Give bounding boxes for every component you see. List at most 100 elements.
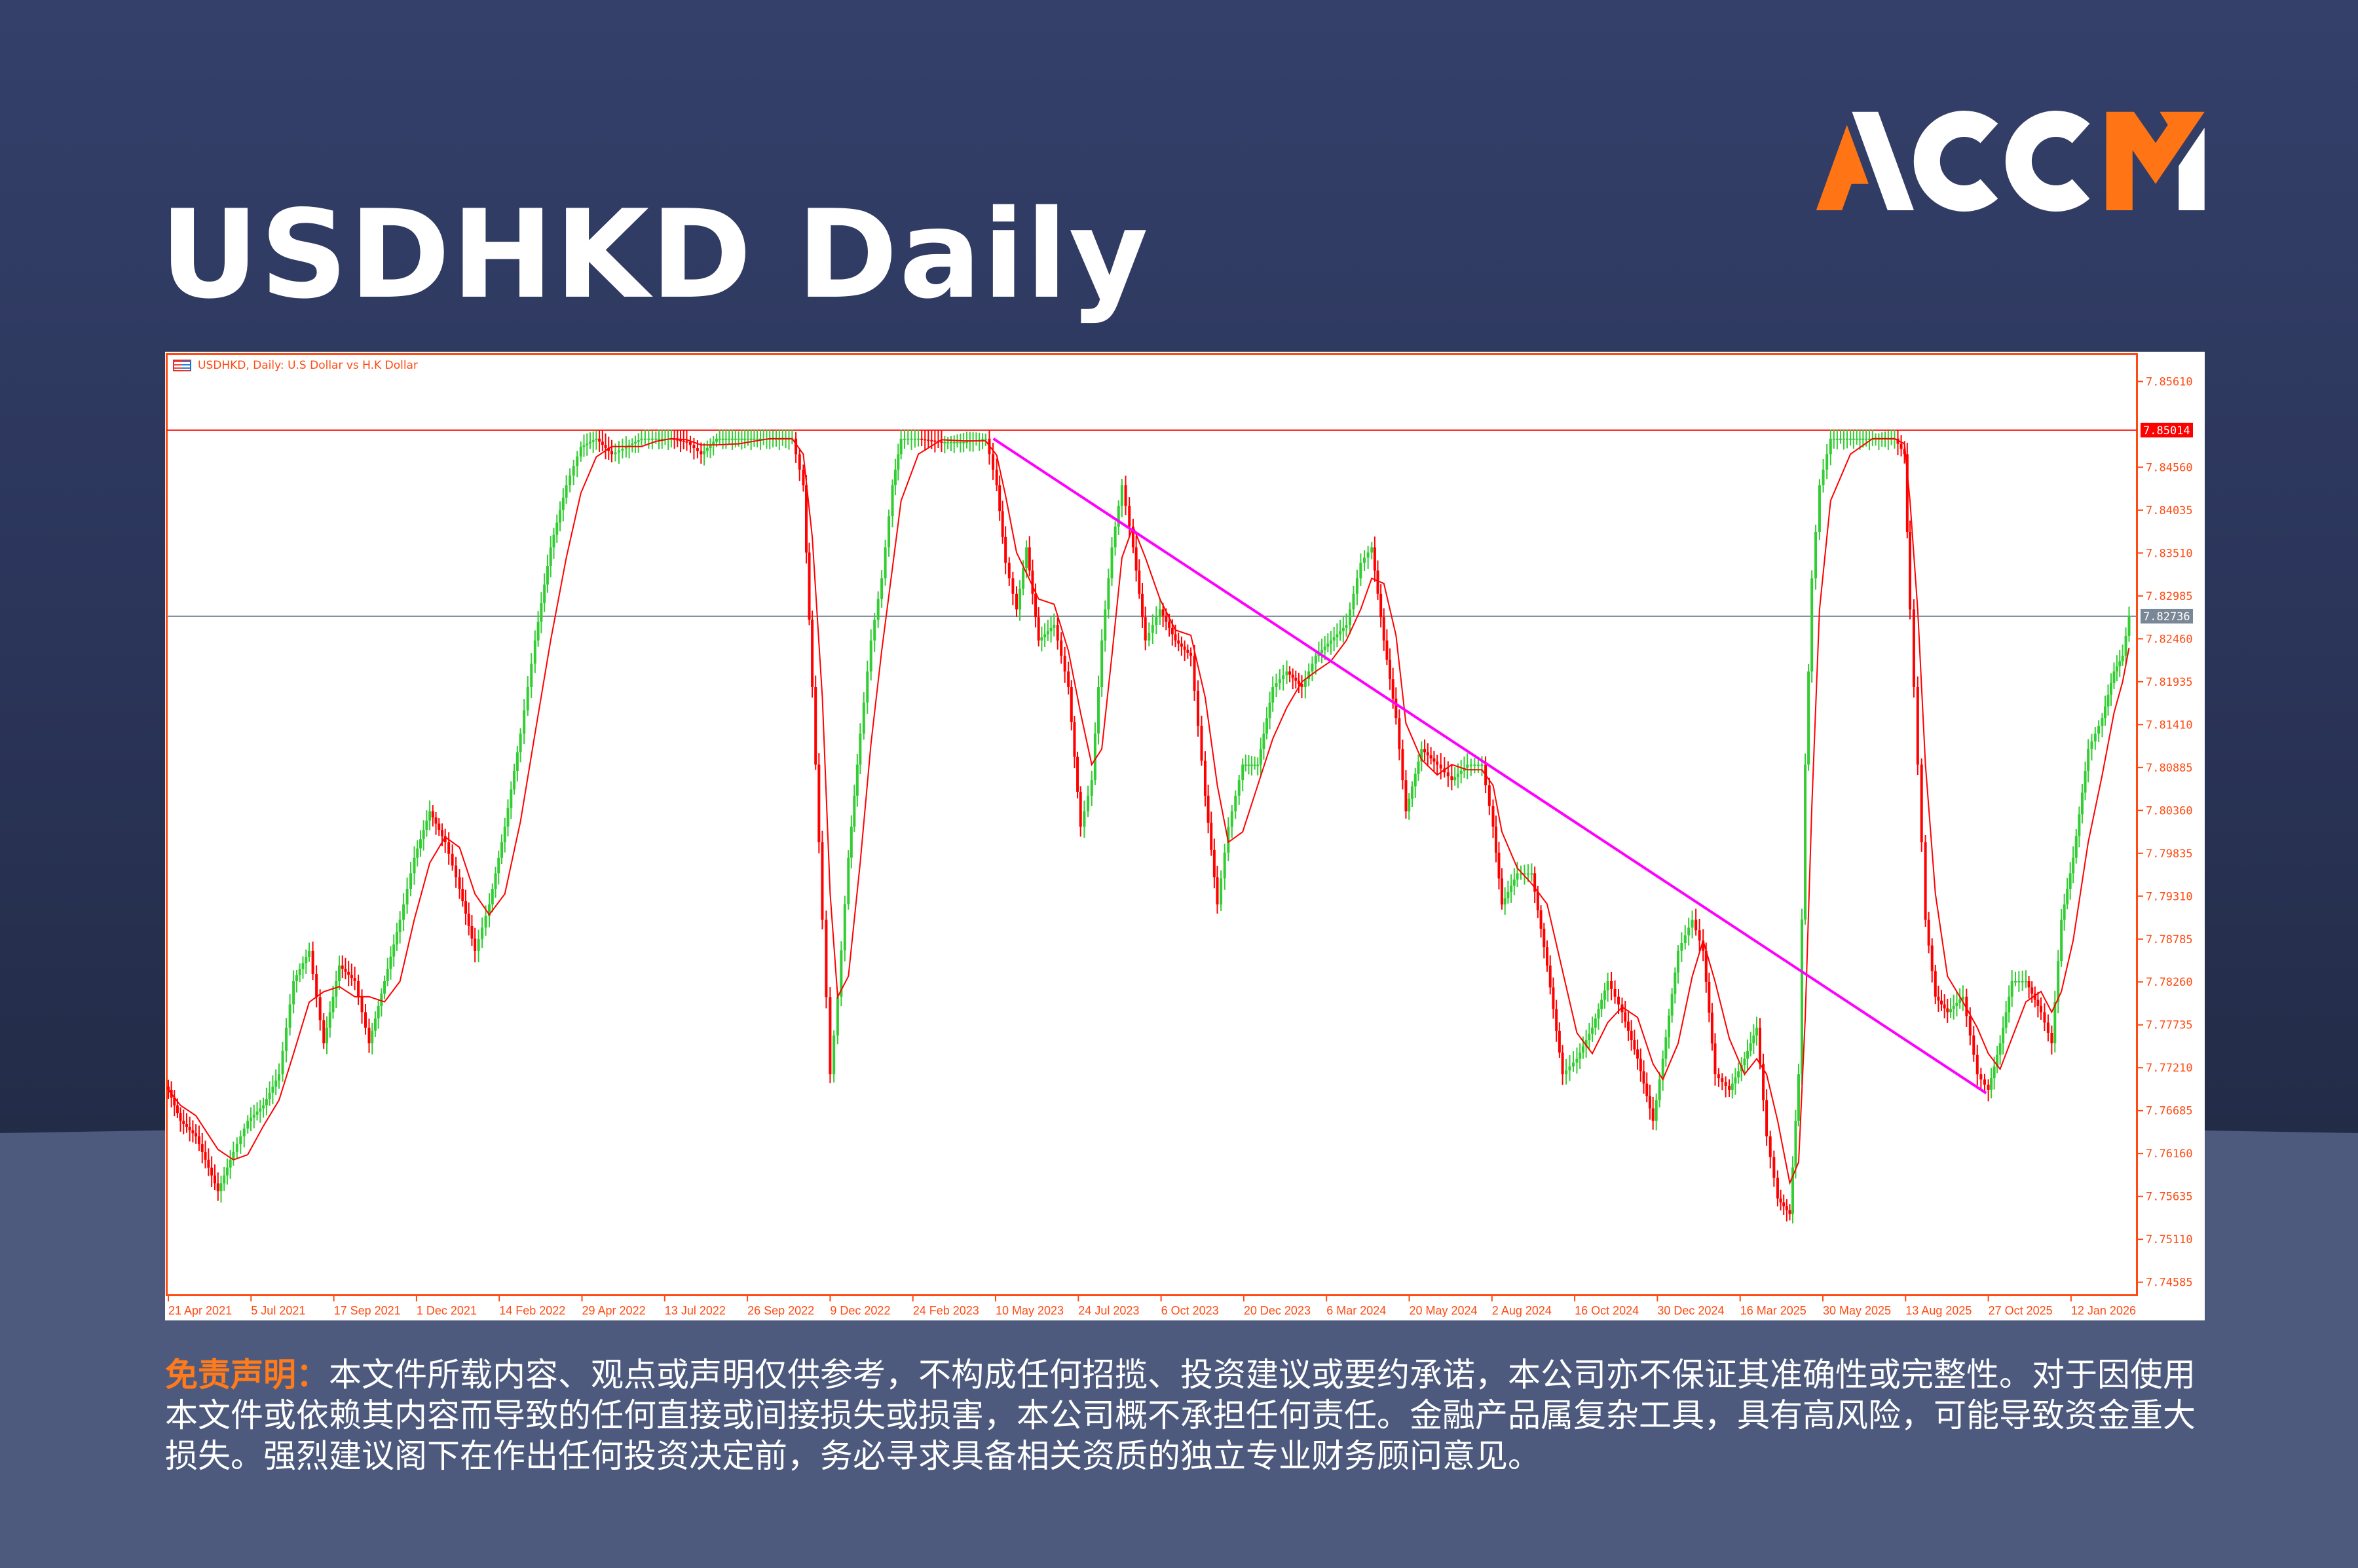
candle — [335, 981, 338, 997]
candle — [2078, 814, 2081, 836]
candle — [1494, 827, 1497, 853]
disclaimer-label: 免责声明： — [165, 1356, 329, 1394]
candle — [746, 438, 749, 440]
candle — [1060, 640, 1063, 656]
candle — [2103, 706, 2106, 719]
candle — [1244, 764, 1247, 766]
candle — [1128, 506, 1131, 527]
candle — [1210, 823, 1213, 850]
candle — [781, 438, 784, 440]
candle — [1151, 625, 1154, 633]
candle — [1785, 1206, 1788, 1210]
candle — [530, 663, 533, 687]
candle — [1571, 1062, 1575, 1067]
candle — [1683, 935, 1687, 943]
candle — [1155, 617, 1158, 625]
candle — [555, 522, 559, 535]
candle — [1979, 1074, 1983, 1080]
candle — [167, 1086, 170, 1090]
candle — [1965, 996, 1968, 1017]
candle — [1203, 760, 1207, 796]
candle — [242, 1129, 246, 1137]
candle — [371, 1030, 374, 1043]
candle — [1401, 749, 1404, 781]
candle — [402, 904, 405, 920]
candle — [341, 965, 344, 969]
candle — [1782, 1202, 1786, 1206]
candle — [1924, 842, 1927, 920]
candle — [965, 441, 968, 443]
x-tick-label: 1 Dec 2021 — [417, 1304, 477, 1317]
candle — [913, 438, 916, 440]
candle — [1996, 1055, 1999, 1067]
candle — [1385, 640, 1389, 660]
candle — [305, 957, 308, 963]
candle — [1713, 1043, 1717, 1075]
candle — [2101, 718, 2104, 726]
x-tick-label: 17 Sep 2021 — [334, 1304, 401, 1317]
candle — [213, 1175, 216, 1184]
candle — [811, 620, 814, 687]
candle — [1968, 1016, 1972, 1036]
x-tick-label: 6 Oct 2023 — [1161, 1304, 1219, 1317]
candle — [734, 438, 737, 440]
candle — [271, 1087, 274, 1093]
candle — [301, 963, 305, 969]
candle — [488, 904, 491, 916]
candle — [308, 950, 311, 958]
candle — [232, 1151, 235, 1160]
candle — [1294, 677, 1298, 681]
candle — [163, 1083, 166, 1087]
candle — [1138, 570, 1141, 594]
candle — [1645, 1083, 1649, 1096]
candle — [1520, 873, 1523, 875]
candle — [1905, 454, 1909, 532]
candle — [1046, 631, 1049, 635]
candle — [416, 848, 419, 858]
moving-average-line — [168, 438, 2130, 1185]
candle — [1250, 764, 1254, 766]
candle — [637, 440, 640, 442]
candle — [897, 454, 900, 470]
candle — [679, 439, 683, 441]
candle — [660, 438, 664, 440]
candle — [696, 448, 699, 451]
symbol-table-icon — [173, 360, 191, 371]
candle — [200, 1144, 204, 1152]
candle — [1212, 849, 1216, 878]
candle — [1220, 878, 1223, 905]
candle — [1186, 650, 1189, 653]
candle — [721, 438, 724, 440]
candle — [2072, 857, 2075, 874]
candle — [549, 547, 552, 567]
candle — [1617, 996, 1620, 1005]
candle — [1759, 1028, 1762, 1064]
candle — [940, 441, 943, 443]
candle — [173, 1097, 176, 1106]
candle — [712, 441, 715, 445]
candle — [968, 441, 971, 443]
candle — [1506, 891, 1510, 899]
candle — [1189, 652, 1193, 656]
candle — [1200, 726, 1203, 761]
candle — [1124, 485, 1127, 506]
candle — [624, 447, 627, 449]
candle — [1297, 681, 1300, 684]
candle — [1702, 941, 1705, 951]
candle — [239, 1136, 242, 1144]
x-tick-label: 12 Jan 2026 — [2071, 1304, 2136, 1317]
candle — [588, 441, 591, 444]
candle — [491, 889, 494, 905]
candle — [1007, 563, 1011, 579]
candle — [1648, 1096, 1651, 1109]
candle — [1398, 718, 1401, 749]
candle — [1613, 988, 1617, 997]
candle — [1262, 734, 1265, 749]
candle — [1359, 563, 1362, 579]
candle — [1241, 764, 1244, 781]
candle — [1849, 438, 1852, 440]
x-tick-label: 24 Feb 2023 — [913, 1304, 979, 1317]
candle — [1768, 1136, 1772, 1157]
candle — [1937, 996, 1940, 1001]
candle — [579, 447, 582, 457]
